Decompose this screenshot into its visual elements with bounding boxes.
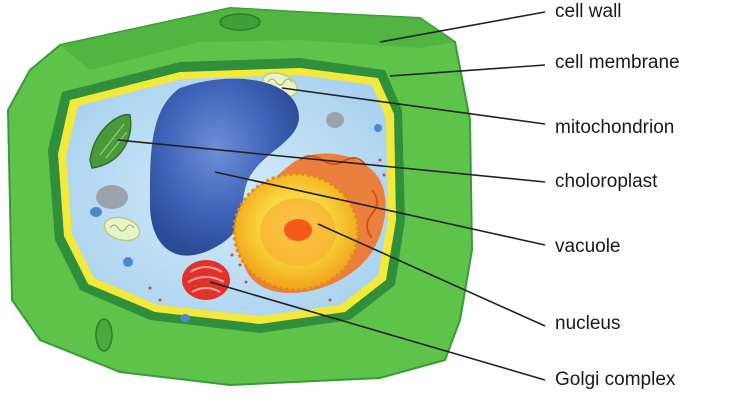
- label-mitochondrion: mitochondrion: [555, 117, 675, 138]
- vesicle: [96, 185, 128, 209]
- mitochondrion-shape-2: [103, 216, 141, 242]
- leader-cell-wall: [379, 11, 546, 43]
- vacuole-shape: [149, 78, 299, 256]
- leader-lines: [117, 11, 546, 381]
- leader-vacuole: [214, 171, 546, 246]
- vesicle: [90, 207, 102, 217]
- ribosome-dots: [148, 158, 386, 302]
- vesicle: [374, 124, 382, 132]
- chloroplast-grana: [99, 123, 128, 159]
- vesicle: [180, 314, 190, 322]
- wall-bump: [219, 13, 261, 31]
- label-chloroplast: choloroplast: [555, 171, 658, 192]
- label-vacuole: vacuole: [555, 236, 621, 257]
- leader-nucleus: [317, 223, 546, 327]
- label-golgi-complex: Golgi complex: [555, 369, 676, 390]
- label-cell-membrane: cell membrane: [555, 52, 680, 73]
- label-nucleus: nucleus: [555, 313, 621, 334]
- cell-wall-top-face: [60, 8, 455, 70]
- mitochondrion-cristae-2: [109, 224, 135, 232]
- leader-golgi: [209, 281, 546, 381]
- wall-bump-2: [95, 318, 113, 352]
- vesicle: [123, 257, 133, 267]
- leader-mitochondrion: [281, 87, 546, 125]
- mitochondrion-cristae: [267, 78, 293, 86]
- vesicle: [326, 112, 344, 128]
- label-cell-wall: cell wall: [555, 1, 622, 22]
- nucleolus-shape: [284, 219, 312, 241]
- er-texture: [299, 155, 378, 239]
- golgi-folds: [187, 266, 225, 293]
- leader-chloroplast: [117, 139, 546, 183]
- leader-cell-membrane: [389, 64, 546, 77]
